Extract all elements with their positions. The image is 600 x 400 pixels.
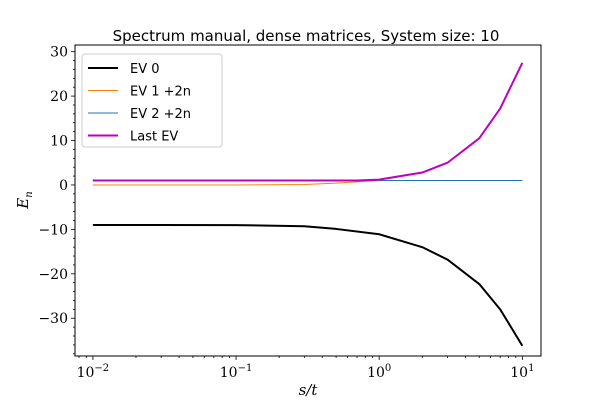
chart-title: Spectrum manual, dense matrices, System …	[113, 27, 500, 45]
y-axis: 30 20 10 0 −10 −20 −30	[38, 45, 75, 355]
plot-frame	[74, 44, 542, 357]
y-tick-label: −30	[38, 311, 68, 327]
series-line-0	[92, 223, 524, 347]
series-layer	[92, 62, 524, 347]
y-tick-label: −10	[38, 222, 68, 238]
y-axis-label: En	[14, 191, 35, 209]
x-axis: 10−2 10−1 100 101	[77, 356, 534, 381]
y-tick-label: 10	[50, 134, 68, 150]
x-tick-label: 100	[367, 363, 391, 381]
x-tick-label: 10−2	[77, 363, 110, 381]
series-line-3	[92, 62, 524, 182]
legend-label-3: Last EV	[130, 130, 178, 145]
y-tick-label: 20	[50, 89, 68, 105]
y-tick-label: 0	[59, 178, 68, 194]
legend-label-0: EV 0	[130, 62, 160, 77]
legend-label-1: EV 1 +2n	[130, 85, 191, 100]
legend-box	[81, 53, 223, 148]
x-tick-label: 10−1	[220, 363, 253, 381]
legend-label-2: EV 2 +2n	[130, 107, 191, 122]
legend: EV 0 EV 1 +2n EV 2 +2n Last EV	[81, 53, 223, 148]
y-tick-label: 30	[50, 45, 68, 61]
x-axis-label: s/t	[299, 381, 319, 399]
x-tick-label: 101	[510, 363, 534, 381]
y-tick-label: −20	[38, 267, 68, 283]
